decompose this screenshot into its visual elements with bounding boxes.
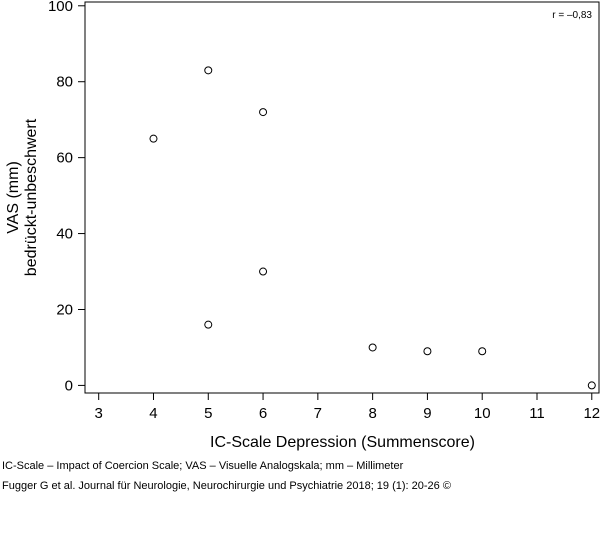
- plot-frame: [84, 1, 600, 394]
- correlation-annotation: r = –0,83: [552, 10, 592, 21]
- data-point: [204, 320, 213, 329]
- data-point: [478, 347, 487, 356]
- data-points: [149, 66, 596, 390]
- data-point: [587, 381, 596, 390]
- scatter-chart: 3 4 5 6 7 8 9 10 11 12 0 20 40 60 80 100 r = –0,83 IC-…: [5, 0, 600, 451]
- x-tick-label: 11: [529, 405, 545, 422]
- y-tick-label: 20: [56, 301, 73, 318]
- x-tick-label: 9: [423, 405, 431, 422]
- y-tick-label: 40: [56, 226, 73, 243]
- data-point: [368, 343, 377, 352]
- y-tick-label: 80: [56, 74, 73, 91]
- data-point: [259, 108, 268, 117]
- y-tick-label: 60: [56, 150, 73, 167]
- data-point: [423, 347, 432, 356]
- x-tick-label: 10: [474, 405, 491, 422]
- abbreviations-footnote: IC-Scale – Impact of Coercion Scale; VAS…: [2, 460, 404, 472]
- y-tick-label: 0: [65, 377, 73, 394]
- x-tick-label: 7: [314, 405, 322, 422]
- y-axis-label-line-1: VAS (mm): [5, 161, 22, 234]
- x-tick-label: 3: [95, 405, 103, 422]
- data-point: [259, 267, 268, 276]
- data-point: [204, 66, 213, 75]
- citation-footnote: Fugger G et al. Journal für Neurologie, …: [2, 480, 451, 492]
- x-tick-label: 8: [368, 405, 376, 422]
- data-point: [149, 134, 158, 143]
- x-axis: 3 4 5 6 7 8 9 10 11 12: [95, 393, 600, 422]
- x-tick-label: 12: [583, 405, 600, 422]
- y-axis: 0 20 40 60 80 100: [48, 0, 85, 394]
- x-tick-label: 5: [204, 405, 212, 422]
- x-tick-label: 6: [259, 405, 267, 422]
- x-axis-label: IC-Scale Depression (Summenscore): [210, 434, 475, 451]
- y-tick-label: 100: [48, 0, 73, 15]
- x-tick-label: 4: [149, 405, 157, 422]
- y-axis-label-line-2: bedrückt-unbeschwert: [23, 118, 40, 276]
